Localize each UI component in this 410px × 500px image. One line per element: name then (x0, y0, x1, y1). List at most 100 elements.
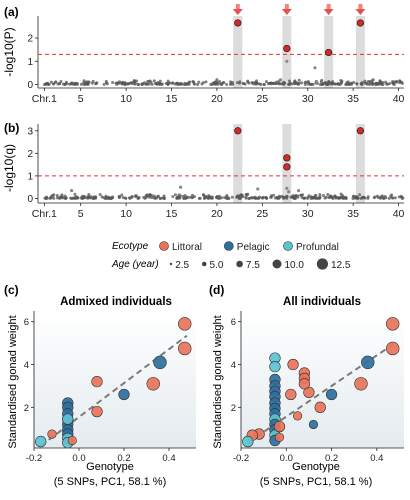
snp-point (366, 196, 370, 200)
arrow-icon (235, 4, 240, 9)
snp-point (250, 81, 254, 85)
snp-point (118, 195, 122, 199)
snp-point (229, 80, 233, 84)
y-tick-label: 0 (27, 194, 33, 205)
snp-point (54, 80, 58, 84)
snp-point (359, 82, 363, 86)
snp-point (73, 81, 77, 85)
snp-point (70, 188, 74, 193)
y-tick-label: 1 (27, 171, 33, 182)
x-tick-label: 40 (393, 93, 405, 105)
snp-point (309, 196, 313, 200)
data-point (47, 429, 57, 439)
snp-point (75, 195, 79, 199)
snp-point (239, 193, 243, 197)
legend-ecotype-label: Littoral (172, 242, 202, 253)
snp-point (155, 82, 159, 86)
snp-point (88, 195, 92, 199)
data-point (354, 377, 368, 391)
plot-background (34, 311, 196, 448)
snp-point (397, 195, 401, 199)
y-tick-label: 4 (231, 360, 236, 371)
snp-point (197, 80, 201, 84)
arrow-icon (281, 9, 292, 15)
legend-age-swatch (236, 260, 243, 268)
data-point (298, 378, 311, 390)
snp-point (219, 82, 223, 86)
snp-point (70, 196, 74, 200)
arrow-icon (232, 9, 243, 15)
snp-point (382, 196, 386, 200)
snp-point (108, 196, 112, 200)
snp-point (225, 193, 229, 197)
snp-point (183, 193, 187, 197)
snp-point (125, 82, 129, 86)
data-point (274, 432, 285, 442)
arrow-icon (323, 9, 334, 15)
panel-c-ylabel: Standardised gonad weight (7, 315, 19, 448)
snp-point (277, 82, 281, 86)
snp-point (326, 193, 330, 197)
data-point (385, 317, 400, 331)
data-point (178, 341, 192, 356)
data-point (287, 358, 299, 371)
snp-point (316, 196, 320, 200)
x-tick-label: 25 (256, 93, 268, 105)
snp-point (242, 82, 246, 86)
snp-point (344, 196, 348, 200)
snp-point (333, 82, 337, 86)
snp-point (63, 194, 67, 198)
legend-age-label: 7.5 (246, 260, 260, 271)
snp-point (43, 82, 47, 86)
snp-point (111, 196, 115, 200)
snp-point (213, 82, 217, 86)
snp-point (381, 81, 385, 85)
snp-point (296, 82, 300, 86)
snp-point (188, 195, 192, 199)
data-point (67, 435, 77, 446)
snp-point (217, 194, 221, 198)
snp-point (176, 196, 180, 200)
legend-age-label: 12.5 (331, 260, 351, 271)
snp-point (393, 196, 397, 200)
snp-point (70, 81, 74, 85)
snp-point (325, 82, 329, 86)
snp-point (79, 82, 83, 86)
snp-point (148, 192, 152, 196)
snp-point (52, 196, 56, 200)
snp-point (374, 82, 378, 86)
snp-point (185, 196, 189, 200)
panel-a: (a) -log10(P) 0 1 2 Chr.1 5 10 15 20 25 30 35 40 (2, 4, 405, 105)
significant-snp-point (283, 44, 291, 53)
snp-point (293, 196, 297, 200)
snp-point (215, 78, 219, 82)
snp-point (255, 79, 259, 83)
snp-point (311, 82, 315, 86)
snp-point (290, 82, 294, 86)
legend: Ecotype Littoral Pelagic Profundal Age (ye… (111, 241, 351, 271)
x-tick-label: 0.0 (72, 453, 85, 464)
legend-age-entries: 2.5 5.0 7.5 10.0 12.5 (169, 258, 351, 271)
manhattan-plot-b: 0 1 2 3 Chr.1 5 10 15 20 25 30 35 40 (27, 124, 405, 220)
snp-point (94, 195, 98, 199)
snp-point (214, 195, 218, 199)
snp-point (120, 81, 124, 85)
snp-point (201, 81, 205, 85)
snp-point (261, 195, 265, 199)
snp-point (201, 193, 205, 197)
y-tick-label: 2 (24, 403, 29, 414)
panel-d-xlabel-line2: (5 SNPs, PC1, 58.1 %) (260, 476, 373, 488)
snp-point (254, 81, 258, 85)
y-tick-label: 2 (27, 149, 33, 160)
snp-point (59, 195, 63, 199)
snp-point (391, 196, 395, 200)
snp-point (149, 80, 153, 84)
y-tick-label: 0 (27, 80, 33, 91)
snp-point (197, 196, 201, 200)
snp-point (358, 193, 362, 197)
legend-age-label: 5.0 (210, 260, 224, 271)
snp-point (105, 82, 109, 86)
snp-point (225, 196, 229, 200)
legend-ecotype-swatch (224, 241, 234, 251)
snp-point (91, 79, 95, 83)
